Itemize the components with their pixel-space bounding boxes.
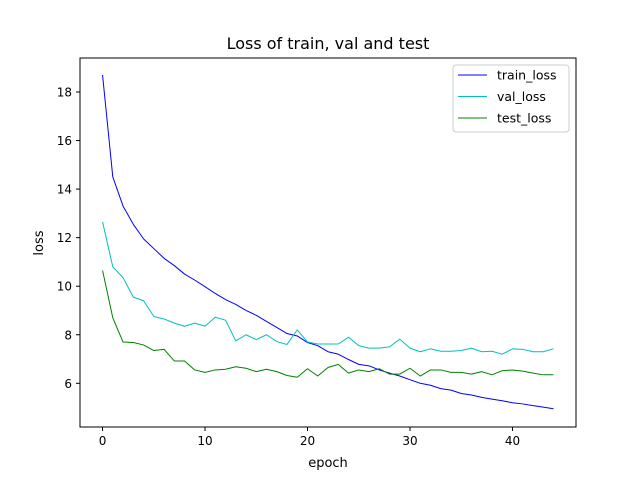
y-axis-label: loss — [32, 230, 47, 255]
x-tick-label: 40 — [505, 434, 520, 448]
y-tick-label: 8 — [64, 328, 72, 342]
series-line-test-loss — [102, 270, 554, 378]
y-tick-label: 18 — [57, 85, 72, 99]
x-tick-label: 10 — [197, 434, 212, 448]
legend: train_loss val_loss test_loss — [452, 64, 570, 133]
y-tick-label: 10 — [57, 280, 72, 294]
plot-area-frame — [79, 57, 577, 428]
y-tick-label: 12 — [57, 231, 72, 245]
chart-title: Loss of train, val and test — [227, 34, 430, 53]
legend-label-test-loss: test_loss — [497, 111, 551, 126]
legend-box — [452, 64, 570, 133]
x-axis-label: epoch — [308, 456, 348, 471]
axis-ticks: 0 10 20 30 40 6 8 10 12 14 16 18 — [57, 85, 520, 448]
series-line-val-loss — [102, 221, 554, 355]
y-tick-label: 16 — [57, 134, 72, 148]
x-tick-label: 20 — [300, 434, 315, 448]
series-line-train-loss — [102, 74, 554, 410]
series-lines — [102, 74, 554, 410]
legend-label-train-loss: train_loss — [497, 68, 557, 83]
legend-label-val-loss: val_loss — [497, 89, 546, 104]
x-tick-label: 0 — [99, 434, 107, 448]
y-tick-label: 6 — [64, 377, 72, 391]
y-tick-label: 14 — [57, 183, 72, 197]
x-tick-label: 30 — [402, 434, 417, 448]
